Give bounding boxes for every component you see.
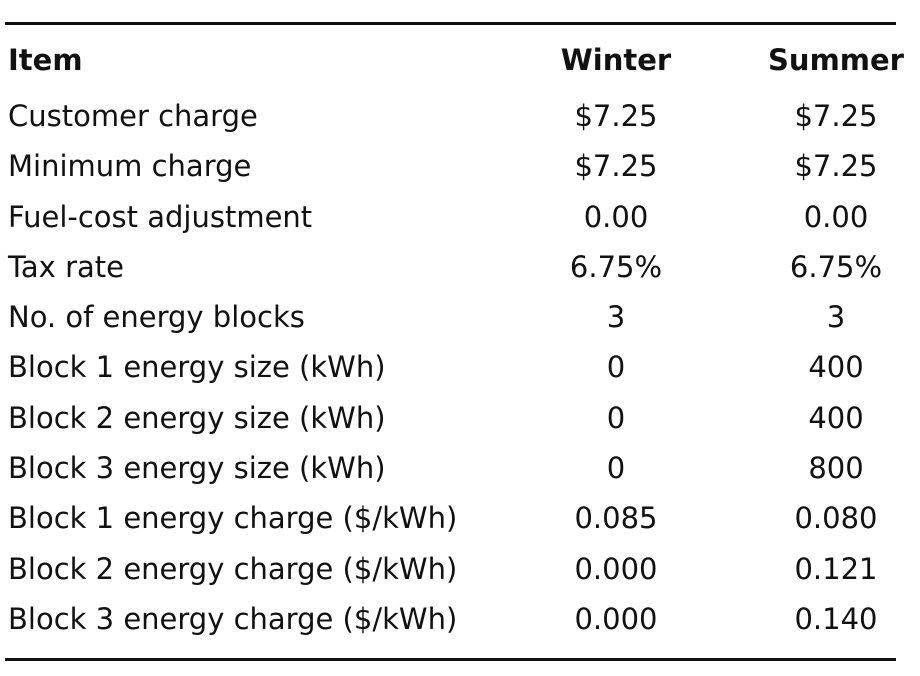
row-item-label: Customer charge (8, 99, 258, 133)
row-winter-value: 3 (606, 300, 626, 335)
row-winter-value: $7.25 (574, 149, 658, 184)
table-row: Block 1 energy size (kWh) 0 400 (8, 342, 898, 392)
row-winter-value: 6.75% (569, 249, 663, 284)
row-summer-value: $7.25 (794, 99, 878, 133)
row-winter-value: 0.085 (574, 501, 658, 536)
table-row: Block 2 energy size (kWh) 0 400 (8, 393, 898, 443)
row-item-label: Block 3 energy size (kWh) (8, 451, 386, 486)
table-row: Block 3 energy charge ($/kWh) 0.000 0.14… (8, 594, 898, 644)
row-summer-value: 400 (808, 400, 864, 435)
row-winter-value: 0.000 (574, 551, 658, 586)
table-top-rule (5, 22, 896, 25)
row-item-label: Block 3 energy charge ($/kWh) (8, 601, 458, 636)
table-row: Block 1 energy charge ($/kWh) 0.085 0.08… (8, 493, 898, 543)
table-row: No. of energy blocks 3 3 (8, 292, 898, 342)
row-summer-value: 3 (826, 300, 846, 335)
row-summer-value: $7.25 (794, 149, 878, 184)
header-summer: Summer (768, 43, 904, 77)
table-row: Block 3 energy size (kWh) 0 800 (8, 443, 898, 493)
row-item-label: Block 1 energy charge ($/kWh) (8, 501, 458, 536)
row-summer-value: 0.121 (794, 551, 878, 586)
table-row: Block 2 energy charge ($/kWh) 0.000 0.12… (8, 544, 898, 594)
row-item-label: Fuel-cost adjustment (8, 199, 313, 234)
table-bottom-rule (5, 658, 896, 661)
row-summer-value: 400 (808, 350, 864, 385)
row-winter-value: 0 (606, 350, 626, 385)
row-item-label: No. of energy blocks (8, 300, 305, 335)
row-summer-value: 0.080 (794, 501, 878, 536)
row-winter-value: 0 (606, 400, 626, 435)
row-summer-value: 0.00 (803, 199, 869, 234)
row-item-label: Minimum charge (8, 149, 252, 184)
table-row: Minimum charge $7.25 $7.25 (8, 141, 898, 191)
row-item-label: Block 2 energy size (kWh) (8, 400, 386, 435)
row-summer-value: 0.140 (794, 601, 878, 636)
row-winter-value: $7.25 (574, 99, 658, 133)
row-summer-value: 800 (808, 451, 864, 486)
row-winter-value: 0 (606, 451, 626, 486)
row-winter-value: 0.000 (574, 601, 658, 636)
table-row: Fuel-cost adjustment 0.00 0.00 (8, 192, 898, 242)
table-header-row: Item Winter Summer (8, 35, 904, 91)
row-item-label: Block 1 energy size (kWh) (8, 350, 386, 385)
table-row: Tax rate 6.75% 6.75% (8, 242, 898, 292)
row-summer-value: 6.75% (789, 249, 883, 284)
row-item-label: Tax rate (8, 249, 124, 284)
row-item-label: Block 2 energy charge ($/kWh) (8, 551, 458, 586)
header-item: Item (8, 43, 83, 77)
table-row: Customer charge $7.25 $7.25 (8, 91, 898, 141)
row-winter-value: 0.00 (583, 199, 649, 234)
rate-table: Item Winter Summer Customer charge $7.25… (8, 35, 904, 644)
header-winter: Winter (560, 43, 672, 77)
